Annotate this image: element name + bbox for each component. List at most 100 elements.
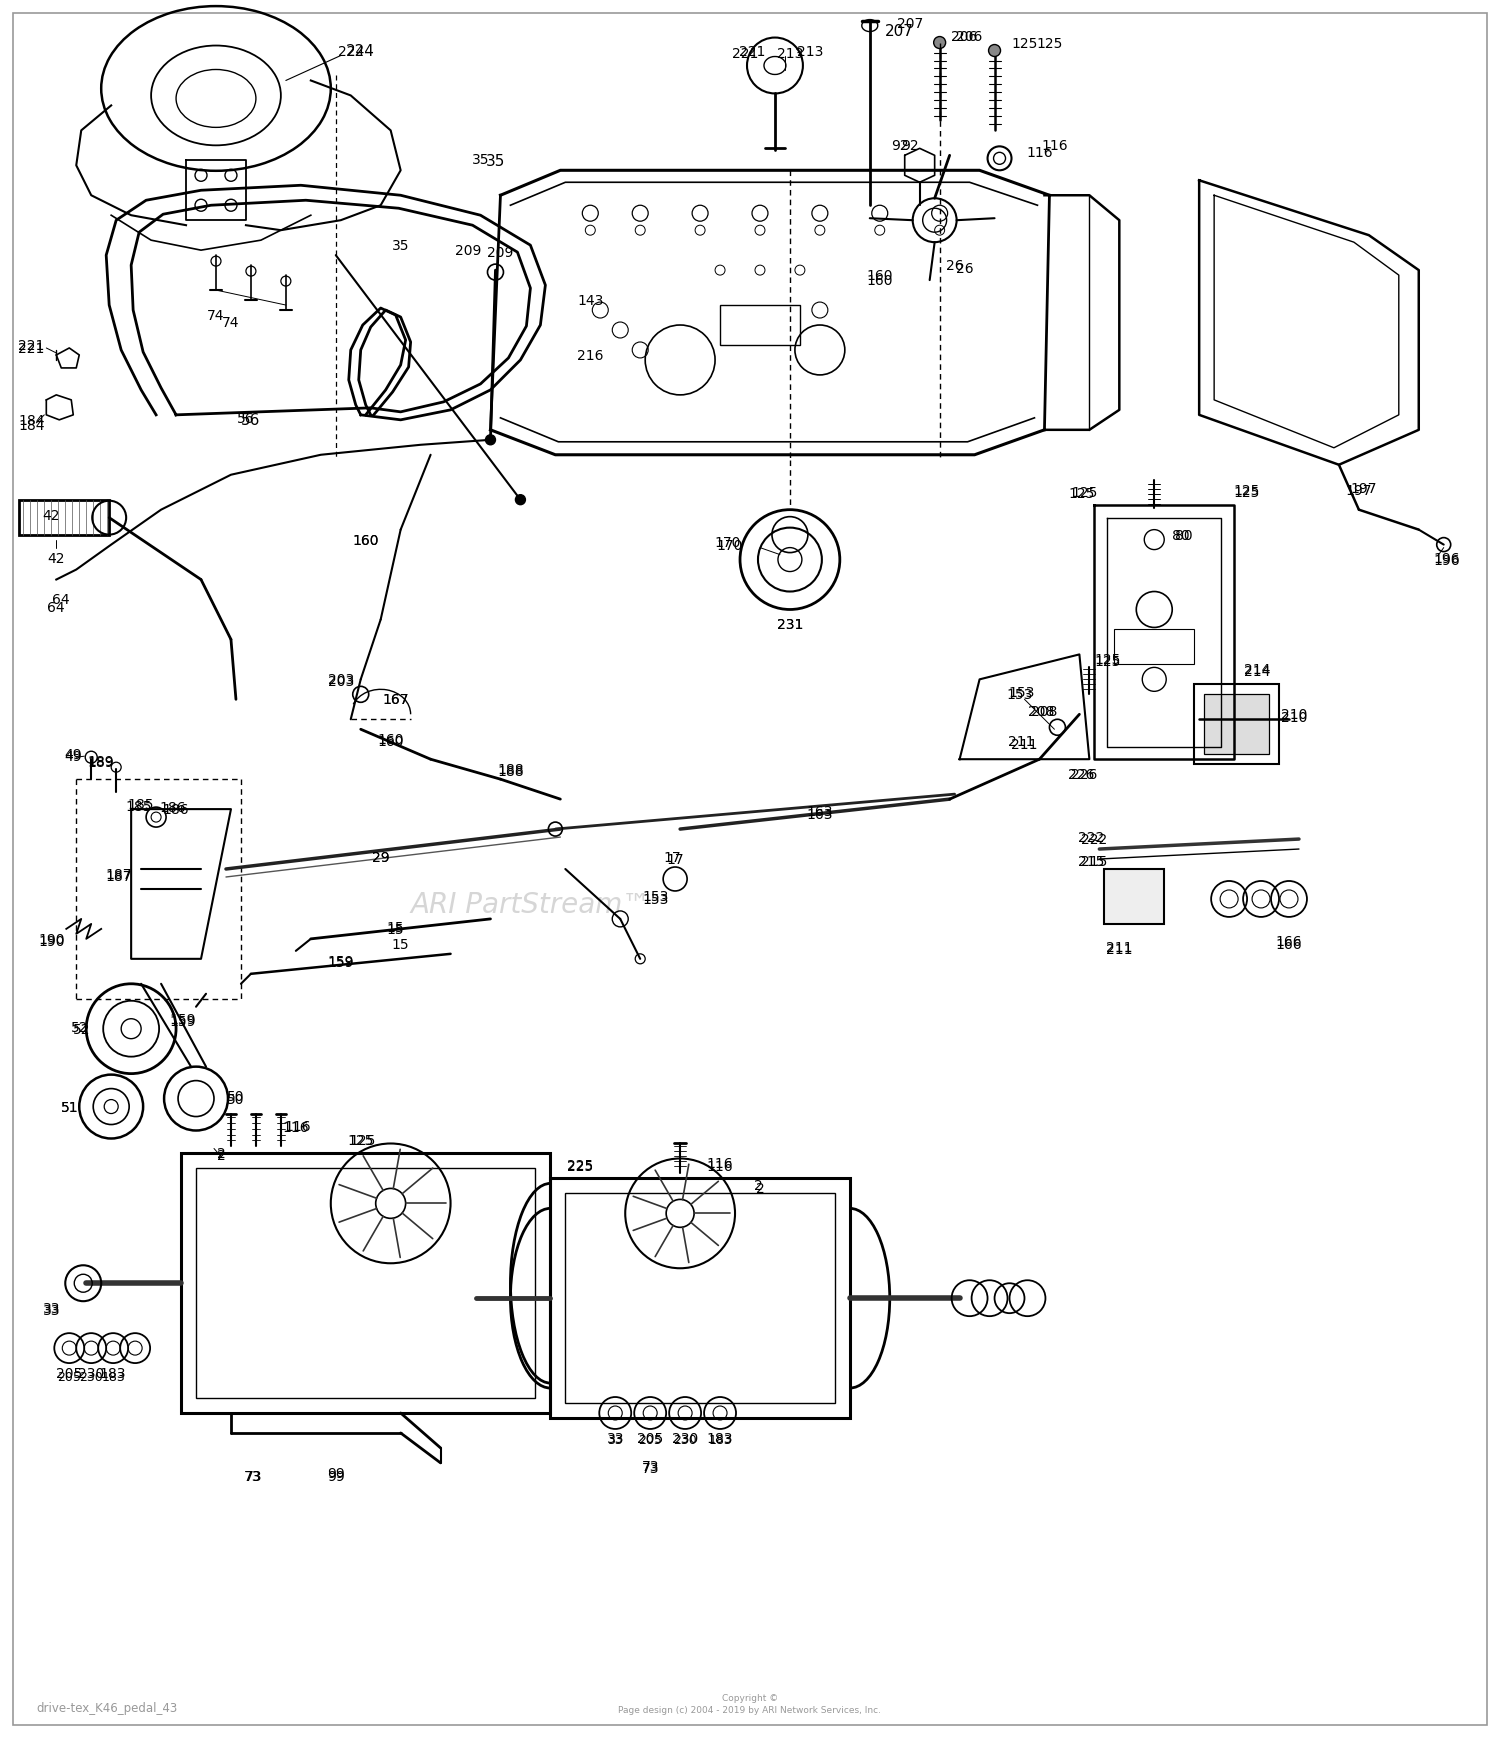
Text: 210: 210 [1281,708,1306,722]
Text: 35: 35 [471,153,489,167]
Text: 163: 163 [807,805,832,819]
Text: 125: 125 [1068,487,1095,501]
Text: 2: 2 [216,1146,225,1162]
Text: 221: 221 [18,339,45,353]
Text: 183: 183 [102,1370,125,1383]
Text: 203: 203 [327,675,354,689]
Text: 92: 92 [891,139,909,153]
Text: 26: 26 [956,263,974,277]
Bar [566,1193,836,1403]
Text: 225: 225 [567,1158,594,1172]
Text: 29: 29 [372,850,390,864]
Text: Page design (c) 2004 - 2019 by ARI Network Services, Inc.: Page design (c) 2004 - 2019 by ARI Netwo… [618,1704,882,1715]
Text: 187: 187 [106,868,132,882]
Text: 213: 213 [796,45,824,59]
Text: 73: 73 [244,1469,262,1483]
Text: 153: 153 [642,889,669,904]
Text: 73: 73 [642,1461,658,1475]
Text: 214: 214 [1244,664,1270,678]
Bar [1194,685,1280,765]
Text: 33: 33 [42,1301,60,1315]
Text: 210: 210 [1281,711,1306,725]
Text: ARI PartStream™: ARI PartStream™ [411,890,651,918]
Circle shape [486,435,495,445]
Text: 160: 160 [378,732,404,746]
Text: 153: 153 [642,892,669,906]
Bar [1114,630,1194,664]
Bar [182,1153,550,1414]
Text: 160: 160 [867,275,892,289]
Text: 33: 33 [608,1433,622,1447]
Text: 231: 231 [777,617,802,631]
Text: 42: 42 [42,508,60,522]
Text: 184: 184 [18,419,45,433]
Text: 99: 99 [327,1469,345,1483]
Text: 183: 183 [708,1433,732,1447]
Text: 225: 225 [567,1160,594,1174]
Text: 125: 125 [1234,485,1260,499]
Text: 205: 205 [56,1367,82,1381]
Text: 64: 64 [53,593,70,607]
Text: 160: 160 [867,270,892,283]
Text: 2: 2 [216,1149,225,1163]
Text: 230: 230 [80,1370,104,1383]
Text: 74: 74 [222,316,240,330]
Text: 125: 125 [1071,485,1098,499]
Text: 197: 197 [1346,483,1372,497]
Text: 64: 64 [48,602,64,616]
Bar [720,306,800,346]
Text: 125: 125 [350,1134,376,1148]
Text: 209: 209 [488,245,513,261]
Text: 73: 73 [244,1469,261,1483]
Text: 166: 166 [1275,934,1302,948]
Text: 188: 188 [496,763,523,777]
Text: 167: 167 [382,692,410,708]
Text: 197: 197 [1350,482,1377,496]
Text: 92: 92 [902,139,918,153]
Text: 215: 215 [1078,854,1104,868]
Text: 159: 159 [327,955,354,969]
Text: 190: 190 [38,934,64,948]
Text: 185: 185 [126,800,153,814]
Text: 188: 188 [496,765,523,779]
Text: 125: 125 [1011,37,1038,50]
Text: 56: 56 [242,414,261,428]
Text: 209: 209 [456,243,482,257]
Text: 26: 26 [946,259,963,273]
Text: 80: 80 [1173,529,1190,543]
Text: 49: 49 [64,748,82,762]
Text: 185: 185 [128,798,154,812]
Text: 160: 160 [378,736,404,750]
Text: drive-tex_K46_pedal_43: drive-tex_K46_pedal_43 [36,1701,177,1715]
Text: 207: 207 [897,17,922,31]
Text: 35: 35 [486,153,506,169]
Text: 99: 99 [327,1466,345,1480]
Text: 230: 230 [674,1433,698,1447]
Text: 190: 190 [38,932,64,946]
Text: 166: 166 [1275,937,1302,951]
Text: 211: 211 [1106,943,1132,956]
Text: 205: 205 [638,1431,663,1445]
Text: 187: 187 [106,870,132,883]
Text: 224: 224 [346,43,375,59]
Text: 51: 51 [60,1101,78,1115]
Text: 167: 167 [382,692,410,708]
Text: 215: 215 [1082,854,1107,868]
Text: 183: 183 [100,1367,126,1381]
Text: 29: 29 [372,850,390,864]
Text: 186: 186 [160,800,186,814]
Text: 52: 52 [70,1021,88,1035]
Text: 15: 15 [387,920,405,934]
Text: 196: 196 [1434,553,1460,567]
Text: 50: 50 [226,1089,244,1103]
Text: 153: 153 [1007,689,1032,703]
Text: 226: 226 [1068,767,1095,783]
Text: 42: 42 [48,551,64,565]
Text: 205: 205 [57,1370,81,1383]
Text: 116: 116 [282,1120,309,1134]
Text: 15: 15 [392,937,410,951]
Text: 207: 207 [885,24,914,38]
Text: 221: 221 [740,45,765,59]
Text: 221: 221 [732,47,758,61]
Text: 35: 35 [392,238,410,252]
